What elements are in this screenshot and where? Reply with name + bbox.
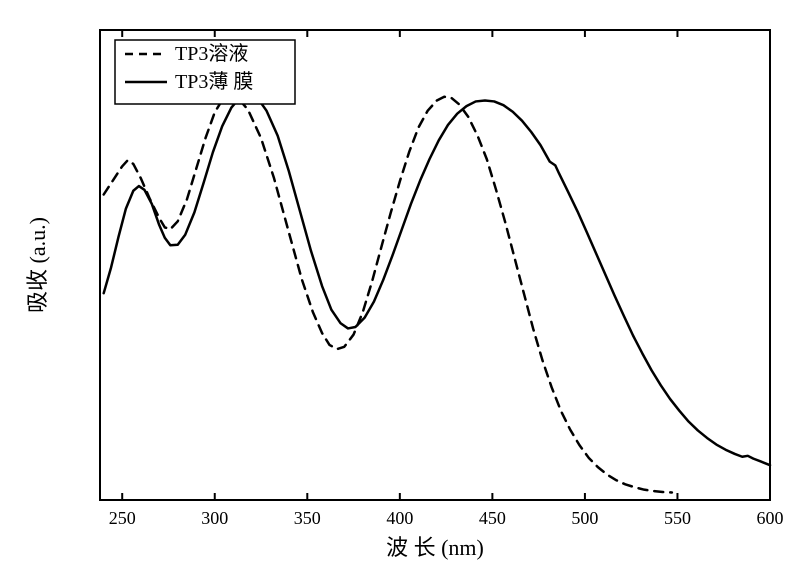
- x-tick-label: 450: [479, 508, 506, 528]
- x-tick-label: 250: [109, 508, 136, 528]
- x-tick-label: 500: [571, 508, 598, 528]
- y-axis-label: 吸收 (a.u.): [25, 217, 50, 313]
- x-tick-label: 300: [201, 508, 228, 528]
- x-axis-label: 波 长 (nm): [386, 535, 484, 560]
- x-tick-label: 550: [664, 508, 691, 528]
- legend-label: TP3薄 膜: [175, 70, 253, 93]
- absorption-spectrum-chart: 250 300 350 400 450 500 550 600 波 长 (nm) 吸收 (a.u.…: [0, 0, 800, 575]
- x-tick-label: 350: [294, 508, 321, 528]
- chart-container: 250 300 350 400 450 500 550 600 波 长 (nm) 吸收 (a.u.…: [0, 0, 800, 575]
- legend-label: TP3溶液: [175, 42, 248, 65]
- x-tick-label: 600: [757, 508, 784, 528]
- x-tick-label: 400: [386, 508, 413, 528]
